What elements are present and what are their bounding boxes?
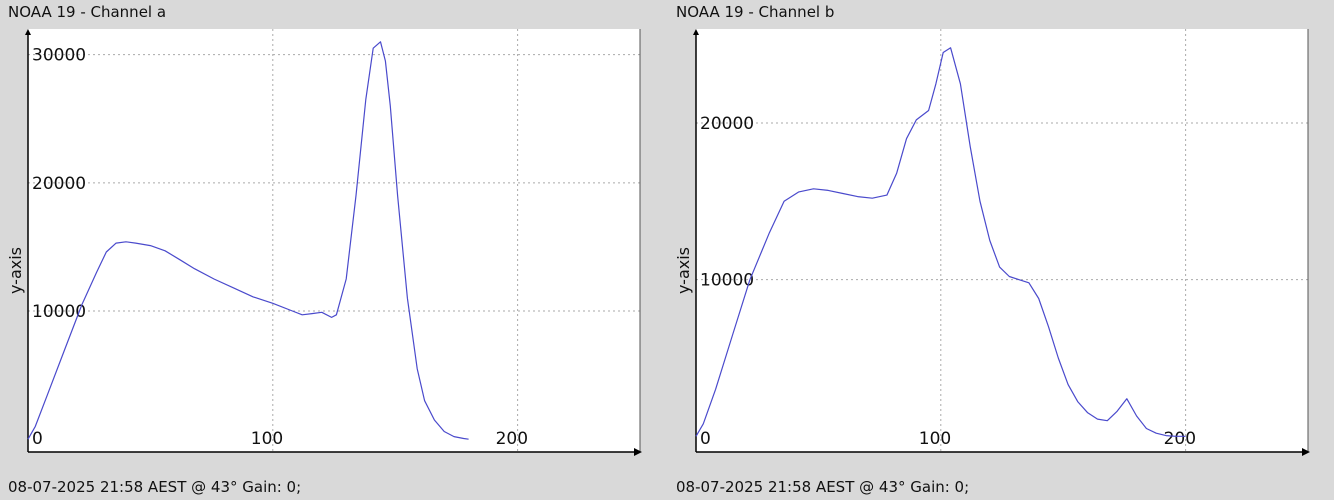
series-line (695, 47, 1186, 437)
plot-area (28, 29, 640, 452)
y-axis-label: y-axis (8, 247, 25, 294)
x-tick-label: 0 (32, 429, 43, 449)
y-tick-label: 10000 (700, 271, 754, 291)
plot-area (696, 29, 1308, 452)
status-footer: 08-07-2025 21:58 AEST @ 43° Gain: 0; (8, 478, 302, 496)
y-axis-label: y-axis (676, 247, 693, 294)
y-axis-arrow (25, 29, 31, 35)
y-tick-label: 20000 (32, 174, 86, 194)
chart-title: NOAA 19 - Channel a (8, 3, 167, 21)
y-axis-arrow (693, 29, 699, 35)
x-axis-arrow (1302, 448, 1310, 456)
status-footer: 08-07-2025 21:58 AEST @ 43° Gain: 0; (676, 478, 970, 496)
series-line (27, 41, 469, 440)
chart-b: 0 100 200 10000 20000 y-axis (676, 29, 1310, 456)
y-tick-label: 30000 (32, 46, 86, 66)
x-tick-label: 100 (251, 429, 283, 449)
y-tick-label: 10000 (32, 302, 86, 322)
y-tick-label: 20000 (700, 114, 754, 134)
chart-panel-b: NOAA 19 - Channel b 0 100 200 10000 20000 y-a… (676, 0, 1316, 500)
x-tick-label: 0 (700, 429, 711, 449)
x-axis-arrow (634, 448, 642, 456)
x-tick-label: 200 (496, 429, 528, 449)
x-tick-label: 100 (919, 429, 951, 449)
chart-a: 0 100 200 10000 20000 30000 y-axis (8, 29, 642, 456)
x-tick-label: 200 (1164, 429, 1196, 449)
chart-panel-a: NOAA 19 - Channel a 0 100 200 10000 20000 300… (8, 0, 648, 500)
chart-title: NOAA 19 - Channel b (676, 3, 835, 21)
